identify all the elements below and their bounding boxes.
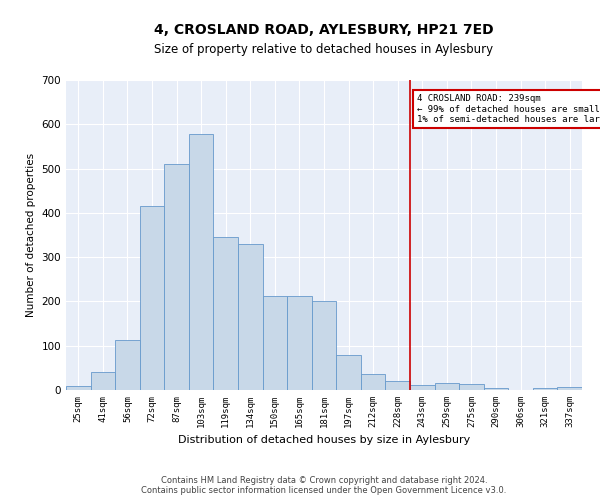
Bar bbox=[361, 374, 385, 390]
Bar bbox=[336, 356, 361, 390]
Bar bbox=[115, 340, 140, 390]
Bar bbox=[214, 237, 238, 390]
Bar bbox=[385, 381, 410, 390]
Bar bbox=[164, 164, 189, 390]
Text: Size of property relative to detached houses in Aylesbury: Size of property relative to detached ho… bbox=[154, 42, 494, 56]
Bar bbox=[434, 384, 459, 390]
Text: 4 CROSLAND ROAD: 239sqm
← 99% of detached houses are smaller (2,862)
1% of semi-: 4 CROSLAND ROAD: 239sqm ← 99% of detache… bbox=[418, 94, 600, 124]
Bar bbox=[484, 388, 508, 390]
Bar bbox=[533, 388, 557, 390]
Bar bbox=[140, 206, 164, 390]
Bar bbox=[263, 296, 287, 390]
Bar bbox=[557, 388, 582, 390]
Bar bbox=[312, 302, 336, 390]
Bar bbox=[459, 384, 484, 390]
X-axis label: Distribution of detached houses by size in Aylesbury: Distribution of detached houses by size … bbox=[178, 436, 470, 446]
Bar bbox=[189, 134, 214, 390]
Text: Contains HM Land Registry data © Crown copyright and database right 2024.
Contai: Contains HM Land Registry data © Crown c… bbox=[142, 476, 506, 495]
Text: 4, CROSLAND ROAD, AYLESBURY, HP21 7ED: 4, CROSLAND ROAD, AYLESBURY, HP21 7ED bbox=[154, 22, 494, 36]
Bar bbox=[238, 244, 263, 390]
Bar bbox=[287, 296, 312, 390]
Bar bbox=[66, 386, 91, 390]
Y-axis label: Number of detached properties: Number of detached properties bbox=[26, 153, 36, 317]
Bar bbox=[91, 372, 115, 390]
Bar bbox=[410, 384, 434, 390]
